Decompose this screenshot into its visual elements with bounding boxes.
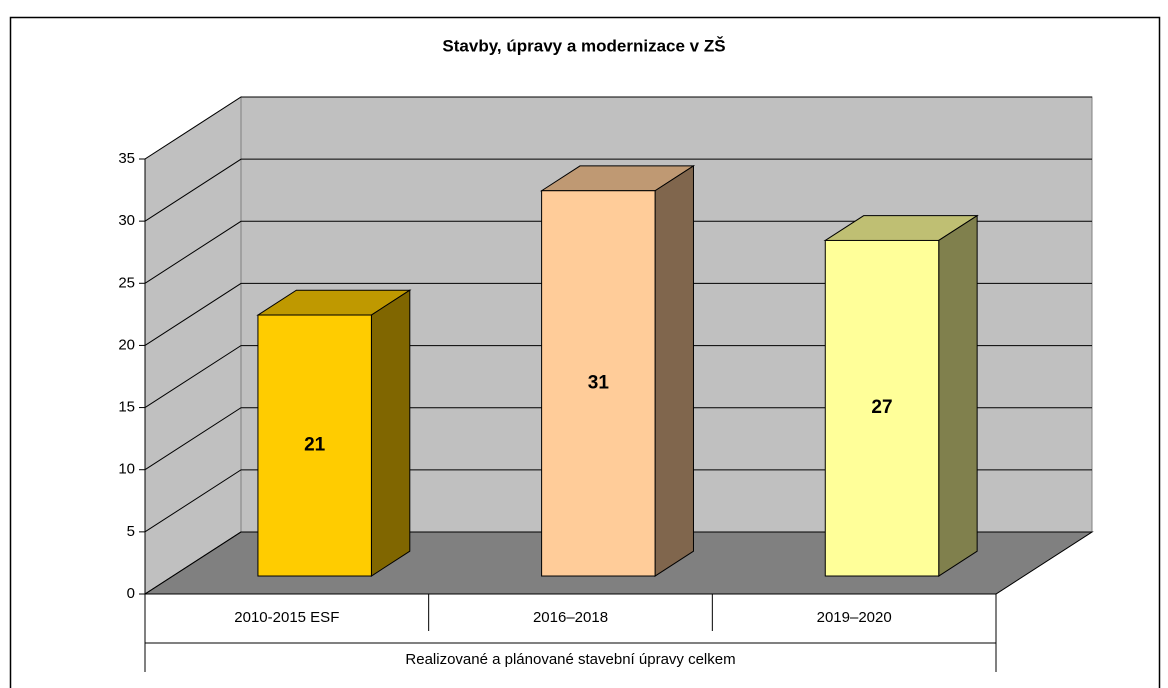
bar — [824, 239, 940, 577]
bar-side — [938, 214, 978, 577]
y-tick-label: 0 — [127, 585, 135, 602]
grid-line — [144, 407, 1092, 471]
data-label: 21 — [304, 435, 326, 456]
chart-title: Stavby, úpravy a modernizace v ZŠ — [442, 36, 725, 55]
y-tick-label: 30 — [118, 212, 135, 229]
y-tick-label: 25 — [118, 274, 135, 291]
x-tick-label: 2010-2015 ESF — [234, 609, 339, 626]
bar — [257, 314, 372, 577]
y-tick-label: 35 — [118, 150, 135, 167]
x-tick-label: 2019–2020 — [817, 609, 892, 626]
data-label: 27 — [871, 397, 892, 418]
data-label: 31 — [588, 372, 610, 393]
bar — [541, 190, 656, 577]
bar-side — [370, 289, 411, 577]
y-tick-label: 5 — [127, 523, 135, 540]
x-tick-label: 2016–2018 — [533, 609, 608, 626]
x-group-label: Realizované a plánované stavební úpravy … — [405, 651, 735, 668]
grid-line — [144, 158, 1092, 222]
grid-line — [144, 345, 1092, 408]
side-wall — [144, 96, 242, 595]
grid-line — [144, 469, 1092, 533]
y-tick-label: 15 — [118, 399, 135, 416]
y-tick-label: 20 — [118, 336, 135, 353]
bar-side — [654, 165, 694, 577]
y-tick-label: 10 — [118, 461, 135, 478]
grid-line — [144, 220, 1092, 284]
grid-line — [144, 96, 1092, 160]
grid-line — [144, 282, 1092, 346]
